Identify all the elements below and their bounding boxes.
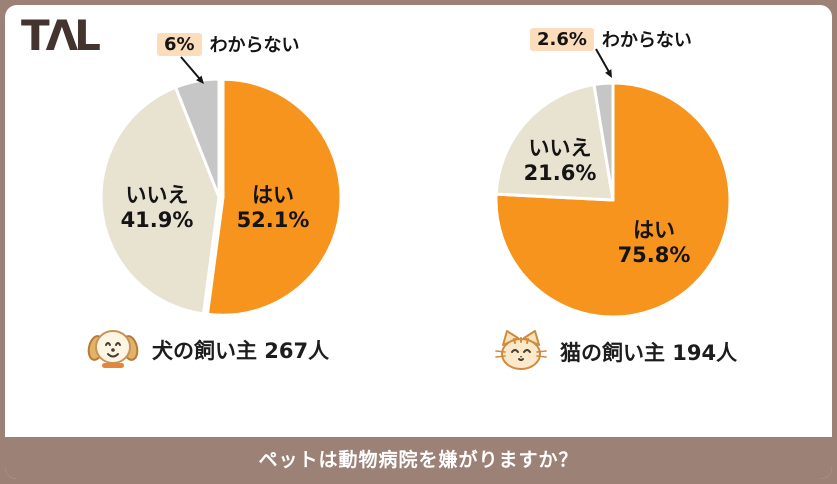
infographic-card: TΛL いいえ 41.9% はい 52.1% いいえ 21.6% はい 75.8… [5,5,832,479]
pie-slice-いいえ [494,83,615,202]
pie-label-dog-no: いいえ 41.9% [111,183,203,233]
caption-text: 犬の飼い主 267人 [152,339,330,363]
pie-label-pct: 52.1% [236,208,310,232]
callout-pct-chip: 6% [157,32,202,56]
logo: TΛL [21,11,101,60]
pie-label-cat-yes: はい 75.8% [608,218,700,268]
pie-label-name: いいえ [528,136,592,160]
pie-label-pct: 41.9% [120,208,194,232]
caption-dog: 犬の飼い主 267人 [87,325,329,375]
cat-icon [495,329,547,376]
pie-label-name: はい [252,183,294,207]
callout-dog-dk: 6% わからない [157,31,300,57]
pie-cat [494,81,732,319]
pie-slice-いいえ [99,85,221,316]
pie-label-cat-no: いいえ 21.6% [514,136,606,186]
pie-label-pct: 21.6% [523,161,597,185]
callout-cat-dk: 2.6% わからない [530,26,692,52]
callout-name: わからない [209,35,300,56]
callout-arrow-dog [180,56,204,84]
callout-name: わからない [601,30,692,51]
pie-dog [99,77,343,317]
pie-slice-はい [494,81,732,319]
dog-icon [87,324,139,377]
callout-pct-chip: 2.6% [530,27,594,51]
pie-label-pct: 75.8% [617,243,691,267]
pie-label-name: はい [633,218,675,242]
pie-slice-はい [205,77,343,317]
question-bar: ペットは動物病院を嫌がりますか？ [5,437,832,479]
caption-cat: 猫の飼い主 194人 [495,329,737,375]
callout-arrow-cat [595,48,612,78]
pies-canvas [99,48,732,319]
pie-label-name: いいえ [125,183,189,207]
pie-slice-わからない [174,77,221,199]
pie-label-dog-yes: はい 52.1% [227,183,319,233]
pie-slice-わからない [592,81,615,202]
caption-text: 猫の飼い主 194人 [560,341,738,365]
